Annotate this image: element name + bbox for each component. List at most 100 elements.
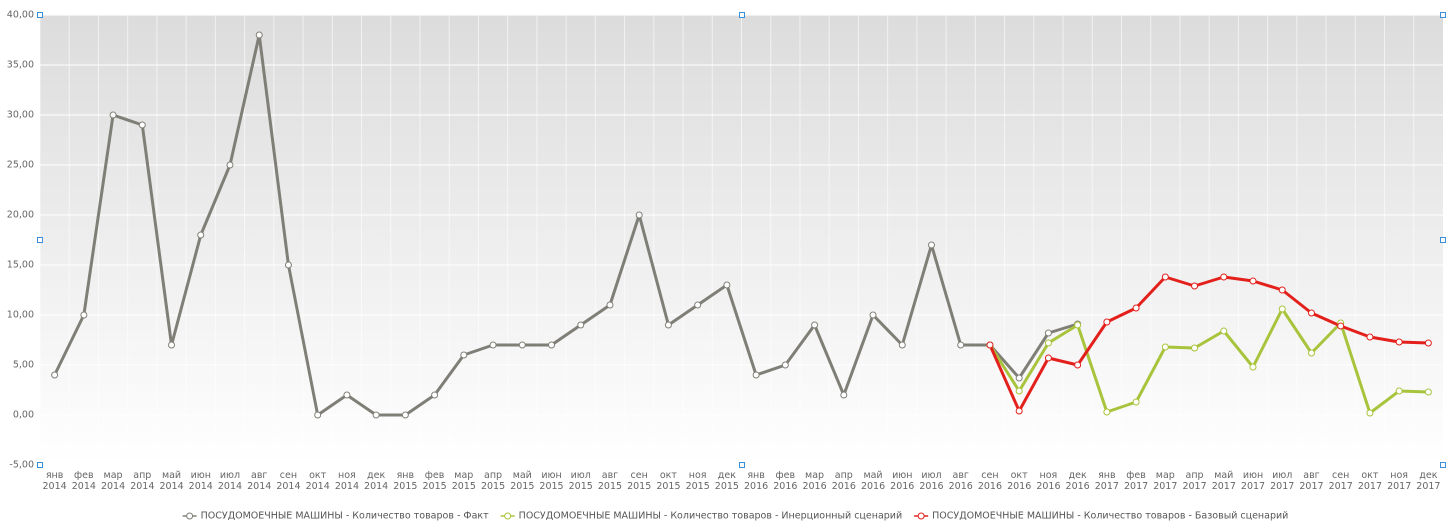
point — [80, 311, 88, 319]
point — [840, 391, 848, 399]
point — [1044, 354, 1052, 362]
legend: ПОСУДОМОЕЧНЫЕ МАШИНЫ - Количество товаро… — [182, 511, 1288, 522]
point — [401, 411, 409, 419]
point — [635, 211, 643, 219]
point — [898, 341, 906, 349]
labels: -5,00 0,00 5,00 10,00 15,00 20,00 25,00 30,00 35… — [7, 10, 1441, 492]
point — [1132, 398, 1140, 406]
point — [138, 121, 146, 129]
x-tick-label: май 2016 — [861, 470, 885, 492]
series-line — [53, 33, 1079, 417]
series-line — [988, 307, 1429, 415]
x-tick-label: авг 2015 — [598, 470, 622, 492]
y-tick-label: 35,00 — [7, 60, 34, 71]
point — [927, 241, 935, 249]
x-tick-label: окт 2014 — [306, 470, 330, 492]
point — [372, 411, 380, 419]
x-tick-label: ноя 2017 — [1387, 470, 1411, 492]
x-tick-label: фев 2015 — [423, 470, 447, 492]
x-tick-label: янв 2016 — [744, 470, 768, 492]
x-tick-label: май 2015 — [510, 470, 534, 492]
point — [518, 341, 526, 349]
x-tick-label: апр 2016 — [832, 470, 856, 492]
x-tick-label: июн 2015 — [539, 470, 563, 492]
x-tick-label: апр 2015 — [481, 470, 505, 492]
point — [343, 391, 351, 399]
point — [1424, 388, 1432, 396]
marks — [51, 31, 1432, 419]
point — [811, 321, 819, 329]
point — [1249, 277, 1257, 285]
x-tick-label: авг 2016 — [949, 470, 973, 492]
legend-label: ПОСУДОМОЕЧНЫЕ МАШИНЫ - Количество товаро… — [201, 511, 489, 522]
series-line — [988, 275, 1429, 413]
x-tick-label: янв 2017 — [1095, 470, 1119, 492]
point — [723, 281, 731, 289]
point — [1395, 387, 1403, 395]
selection-handles — [37, 12, 1446, 468]
point — [1015, 407, 1023, 415]
point — [1278, 286, 1286, 294]
x-tick-label: фев 2017 — [1124, 470, 1148, 492]
x-tick-label: апр 2017 — [1182, 470, 1206, 492]
x-tick-label: дек 2014 — [364, 470, 388, 492]
point — [1424, 339, 1432, 347]
x-tick-label: фев 2014 — [72, 470, 96, 492]
y-tick-label: -5,00 — [9, 460, 34, 471]
point — [606, 301, 614, 309]
x-tick-label: сен 2014 — [276, 470, 300, 492]
x-tick-label: июл 2015 — [569, 470, 593, 492]
x-tick-label: сен 2017 — [1329, 470, 1353, 492]
x-tick-label: авг 2017 — [1299, 470, 1323, 492]
x-tick-label: ноя 2016 — [1036, 470, 1060, 492]
x-tick-label: окт 2015 — [656, 470, 680, 492]
legend-item: ПОСУДОМОЕЧНЫЕ МАШИНЫ - Количество товаро… — [914, 511, 1288, 522]
x-tick-label: сен 2015 — [627, 470, 651, 492]
x-tick-label: июн 2017 — [1241, 470, 1265, 492]
point — [1191, 282, 1199, 290]
point — [51, 371, 59, 379]
x-tick-label: июн 2016 — [890, 470, 914, 492]
legend-label: ПОСУДОМОЕЧНЫЕ МАШИНЫ - Количество товаро… — [519, 511, 902, 522]
x-tick-label: апр 2014 — [130, 470, 154, 492]
point — [1044, 339, 1052, 347]
point — [1337, 322, 1345, 330]
point — [781, 361, 789, 369]
y-tick-label: 40,00 — [7, 10, 34, 21]
point — [1395, 338, 1403, 346]
point — [1132, 304, 1140, 312]
point — [1220, 273, 1228, 281]
x-tick-label: дек 2015 — [715, 470, 739, 492]
point — [664, 321, 672, 329]
point — [1015, 387, 1023, 395]
point — [489, 341, 497, 349]
point — [1161, 343, 1169, 351]
x-tick-label: фев 2016 — [773, 470, 797, 492]
x-tick-label: ноя 2014 — [335, 470, 359, 492]
point — [869, 311, 877, 319]
point — [1307, 309, 1315, 317]
point — [1366, 409, 1374, 417]
point — [284, 261, 292, 269]
legend-marker — [917, 512, 925, 520]
x-tick-label: ноя 2015 — [686, 470, 710, 492]
x-tick-label: мар 2015 — [452, 470, 476, 492]
y-tick-label: 0,00 — [13, 410, 34, 421]
point — [1307, 349, 1315, 357]
x-tick-label: янв 2014 — [43, 470, 67, 492]
legend-label: ПОСУДОМОЕЧНЫЕ МАШИНЫ - Количество товаро… — [932, 511, 1288, 522]
x-tick-label: авг 2014 — [247, 470, 271, 492]
point — [1044, 329, 1052, 337]
legend-marker — [186, 512, 194, 520]
point — [168, 341, 176, 349]
y-tick-label: 15,00 — [7, 260, 34, 271]
point — [1161, 273, 1169, 281]
y-tick-label: 30,00 — [7, 110, 34, 121]
x-tick-label: май 2014 — [159, 470, 183, 492]
x-tick-label: мар 2014 — [101, 470, 125, 492]
x-tick-label: май 2017 — [1212, 470, 1236, 492]
x-tick-label: янв 2015 — [393, 470, 417, 492]
point — [1103, 408, 1111, 416]
